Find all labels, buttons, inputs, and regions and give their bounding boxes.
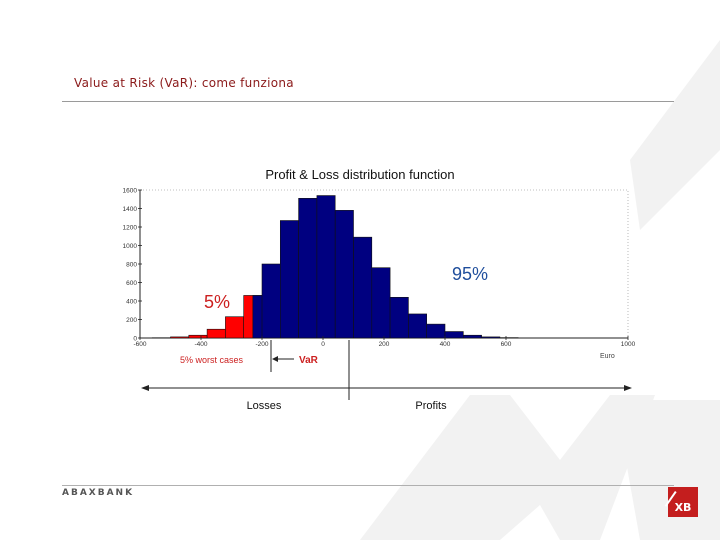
histogram-bar — [444, 331, 464, 339]
histogram-bar — [371, 267, 391, 339]
profit-arrow-head — [624, 385, 632, 391]
histogram-bar — [316, 195, 336, 339]
y-tick-label: 600 — [126, 280, 137, 287]
y-tick-label: 400 — [126, 299, 137, 306]
tail-percent-label: 5% — [204, 292, 230, 312]
worst-cases-label: 5% worst cases — [180, 355, 244, 365]
histogram-bar — [389, 296, 409, 339]
x-tick-label: 200 — [379, 341, 390, 348]
y-tick-label: 1600 — [123, 188, 138, 195]
x-tick-label: 0 — [321, 341, 325, 348]
x-tick-label: -200 — [255, 341, 268, 348]
histogram-bar — [353, 236, 373, 339]
logo-text: XB — [674, 501, 692, 514]
histogram-bar — [426, 323, 446, 339]
y-tick-label: 1000 — [123, 243, 138, 250]
histogram-bar — [279, 220, 299, 339]
y-tick-label: 0 — [133, 336, 137, 343]
histogram-bar — [188, 334, 208, 339]
histogram-bar — [408, 313, 427, 339]
var-label: VaR — [299, 355, 319, 366]
y-tick-label: 200 — [126, 317, 137, 324]
loss-arrow-head — [141, 385, 149, 391]
profits-label: Profits — [415, 400, 447, 412]
y-tick-label: 1400 — [123, 206, 138, 213]
y-tick-label: 800 — [126, 262, 137, 269]
var-arrow-head — [272, 356, 278, 362]
title-divider — [62, 101, 674, 102]
y-tick-label: 1200 — [123, 225, 138, 232]
x-tick-label: -400 — [194, 341, 207, 348]
footer-divider — [62, 485, 674, 486]
histogram-bar — [481, 336, 501, 339]
chart-title: Profit & Loss distribution function — [265, 167, 454, 182]
tick-labels: 0 200 400 600 800 1000 1200 1400 1600 -600 -400 -20… — [123, 188, 636, 349]
x-tick-label: 1000 — [621, 341, 636, 348]
x-tick-label: -600 — [133, 341, 146, 348]
histogram-bar — [334, 210, 354, 339]
histogram-bar — [206, 328, 226, 339]
body-percent-label: 95% — [452, 264, 488, 284]
x-unit-label: Euro — [600, 353, 615, 360]
brand-logo: XB — [664, 487, 698, 517]
histogram-bar — [298, 198, 318, 339]
x-tick-label: 400 — [440, 341, 451, 348]
losses-label: Losses — [247, 400, 282, 412]
histogram-bar — [462, 334, 482, 339]
slide-title: Value at Risk (VaR): come funziona — [74, 76, 294, 90]
brand-name: ABAXBANK — [62, 488, 135, 498]
histogram-bar — [170, 336, 190, 339]
histogram-bar — [225, 316, 244, 339]
histogram-bar — [261, 263, 281, 339]
x-tick-label: 600 — [501, 341, 512, 348]
bars-layer — [151, 195, 519, 339]
